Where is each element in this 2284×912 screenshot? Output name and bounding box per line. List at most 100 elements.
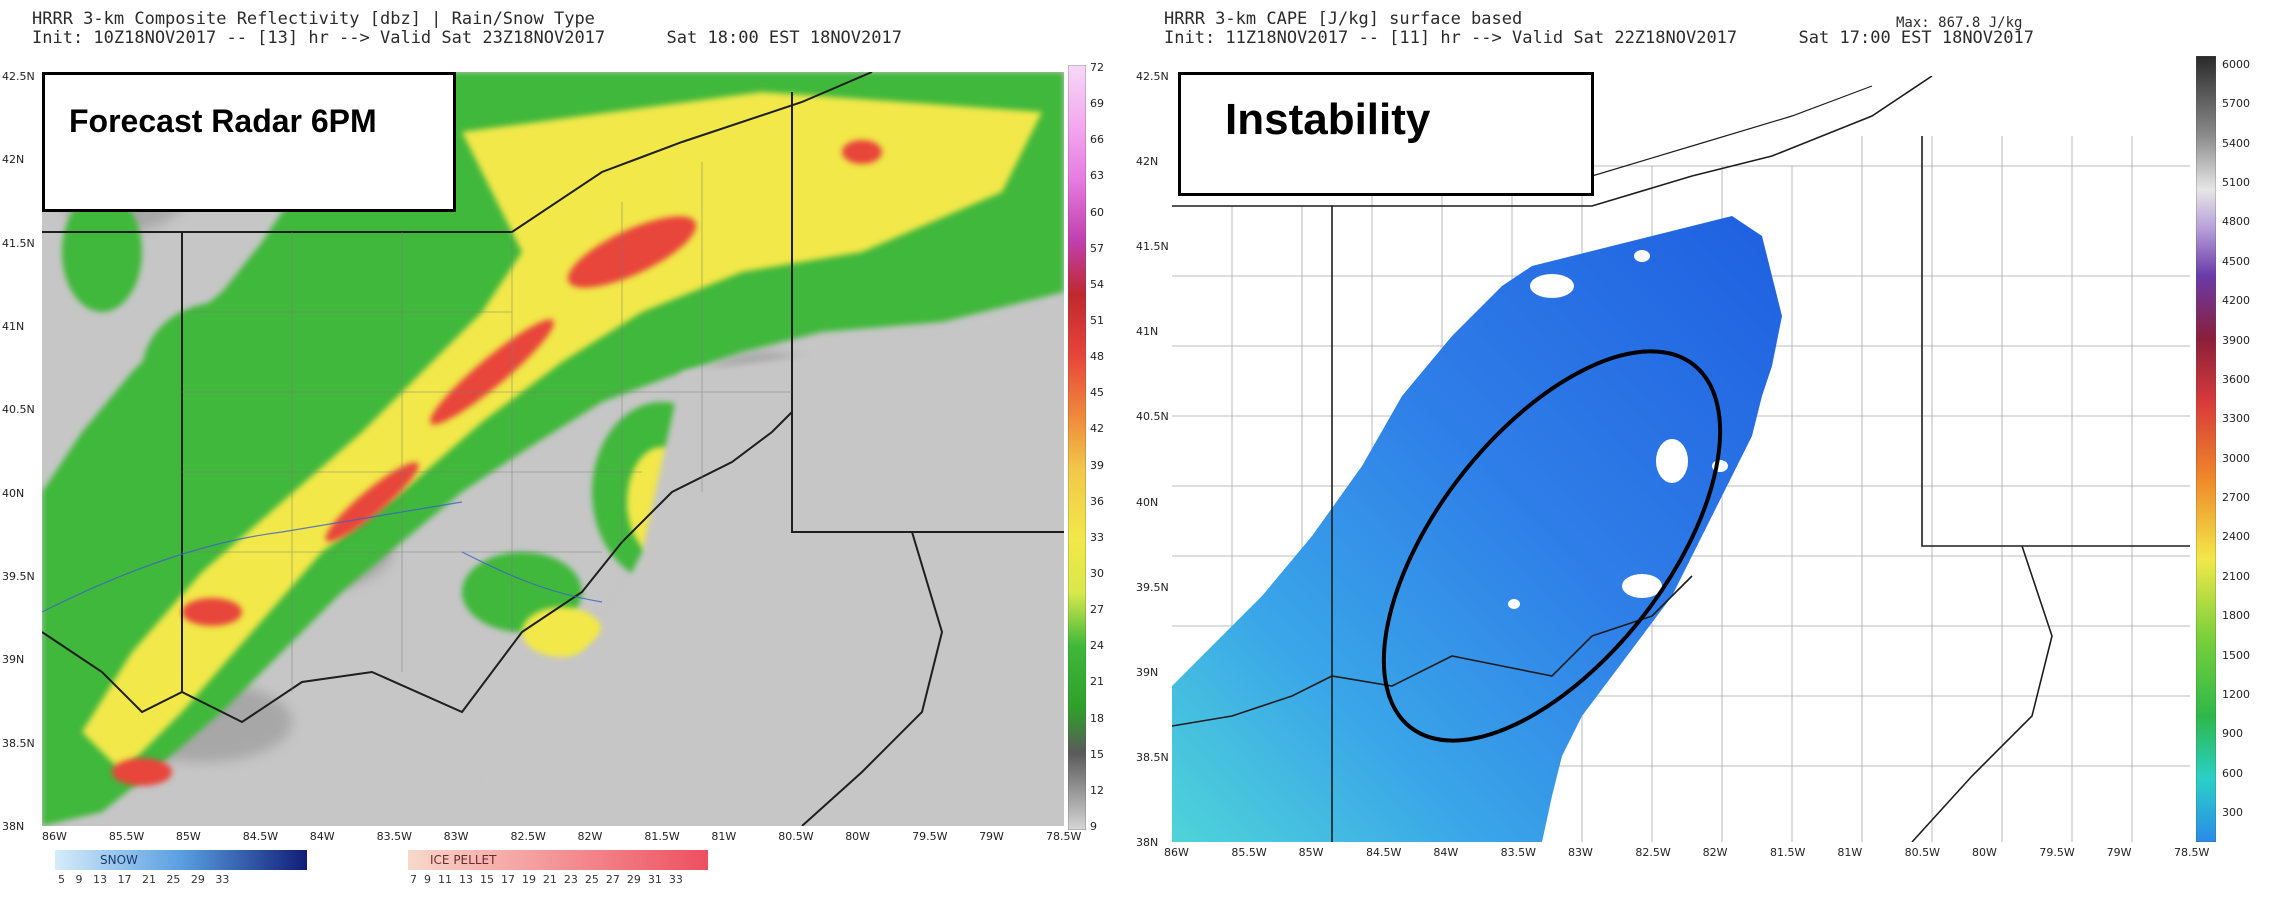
- right-lon-label-12: 80W: [1972, 846, 1997, 859]
- left-lat-label-3: 41N: [2, 320, 25, 333]
- left-title-line1: HRRR 3-km Composite Reflectivity [dbz] |…: [32, 9, 595, 29]
- left-colorbar-label-14: 30: [1090, 567, 1104, 580]
- left-colorbar-label-4: 60: [1090, 205, 1104, 219]
- left-colorbar-label-11: 39: [1090, 458, 1104, 472]
- right-colorbar-label-7: 3900: [2222, 333, 2250, 347]
- left-lon-label-14: 79W: [979, 830, 1004, 843]
- right-colorbar-label-6: 4200: [2222, 294, 2250, 308]
- right-lat-label-6: 39.5N: [1136, 580, 1169, 594]
- left-colorbar-label-16: 24: [1090, 639, 1104, 653]
- left-colorbar-label-9: 45: [1090, 386, 1104, 400]
- left-radar-map: [42, 72, 1064, 826]
- right-colorbar-label-1: 5700: [2222, 97, 2250, 111]
- left-lat-label-0: 42.5N: [2, 70, 35, 83]
- instability-ellipse: [1381, 349, 1723, 743]
- left-colorbar-label-15: 27: [1090, 603, 1104, 617]
- left-lon-label-5: 83.5W: [376, 830, 413, 843]
- left-colorbar-label-19: 15: [1090, 747, 1104, 761]
- right-lat-label-7: 39N: [1136, 665, 1159, 679]
- left-title-line2: Init: 10Z18NOV2017 -- [13] hr --> Valid …: [32, 28, 902, 48]
- left-lon-label-9: 81.5W: [644, 830, 680, 843]
- left-colorbar-label-1: 69: [1090, 97, 1104, 111]
- left-lon-label-2: 85W: [175, 830, 201, 843]
- snow-legend-bar: [55, 850, 307, 870]
- left-colorbar-label-3: 63: [1090, 169, 1104, 183]
- right-colorbar-label-18: 600: [2222, 766, 2243, 780]
- left-lon-label-0: 86W: [42, 830, 67, 843]
- left-colorbar-label-20: 12: [1090, 783, 1104, 797]
- left-annotation-box: Forecast Radar 6PM: [42, 72, 456, 212]
- left-lon-label-7: 82.5W: [510, 830, 546, 843]
- right-lon-label-14: 79W: [2106, 846, 2132, 859]
- rivers: [42, 501, 603, 613]
- right-lon-label-7: 82.5W: [1635, 846, 1671, 859]
- left-colorbar-label-17: 21: [1090, 675, 1104, 689]
- right-lon-label-9: 81.5W: [1770, 846, 1806, 859]
- right-colorbar-label-16: 1200: [2222, 687, 2250, 701]
- left-lat-label-1: 42N: [2, 153, 25, 167]
- left-lon-label-12: 80W: [845, 830, 871, 843]
- left-colorbar-label-10: 42: [1090, 422, 1104, 436]
- left-lat-label-5: 40N: [2, 486, 25, 500]
- right-colorbar-label-10: 3000: [2222, 451, 2250, 465]
- right-colorbar-label-4: 4800: [2222, 215, 2250, 229]
- right-lon-label-6: 83W: [1568, 846, 1593, 859]
- right-max-label: Max: 867.8 J/kg: [1896, 15, 2023, 31]
- left-colorbar-label-21: 9: [1090, 820, 1097, 833]
- right-title-line2: Init: 11Z18NOV2017 -- [11] hr --> Valid …: [1164, 28, 2034, 48]
- right-lon-label-15: 78.5W: [2174, 846, 2210, 859]
- cape-lake-erie: [1591, 85, 1873, 177]
- right-lon-label-1: 85.5W: [1231, 846, 1267, 859]
- right-title-line1: HRRR 3-km CAPE [J/kg] surface based: [1164, 9, 1523, 29]
- right-lat-label-2: 41.5N: [1136, 240, 1169, 254]
- left-lon-label-13: 79.5W: [912, 830, 948, 843]
- right-colorbar-label-14: 1800: [2222, 609, 2250, 623]
- left-colorbar-label-13: 33: [1090, 530, 1104, 544]
- right-colorbar-label-15: 1500: [2222, 648, 2250, 662]
- right-annotation-box: Instability: [1178, 72, 1594, 196]
- ice-legend-bar: [408, 850, 708, 870]
- left-colorbar-label-8: 48: [1090, 350, 1104, 364]
- left-lon-label-8: 82W: [577, 830, 603, 843]
- radar-clear-southeast: [462, 322, 1064, 826]
- right-annotation-text: Instability: [1225, 95, 1431, 144]
- right-colorbar-label-17: 900: [2222, 727, 2243, 741]
- right-lon-label-4: 84W: [1433, 846, 1459, 859]
- right-colorbar-label-3: 5100: [2222, 176, 2250, 190]
- ice-legend-values: 7 9 11 13 15 17 19 21 23 25 27 29 31 33: [410, 873, 683, 886]
- left-colorbar-label-6: 54: [1090, 277, 1104, 291]
- right-lon-label-0: 86W: [1164, 846, 1189, 859]
- left-lon-label-1: 85.5W: [108, 830, 145, 843]
- right-lat-label-4: 40.5N: [1136, 410, 1169, 424]
- left-lat-label-6: 39.5N: [2, 570, 35, 583]
- cape-shaded-area: [1172, 216, 1782, 842]
- left-colorbar-label-18: 18: [1090, 711, 1104, 725]
- left-lon-label-6: 83W: [443, 830, 469, 843]
- right-lon-label-3: 84.5W: [1366, 846, 1402, 859]
- right-lon-label-8: 82W: [1702, 846, 1728, 859]
- right-lon-label-11: 80.5W: [1904, 846, 1941, 859]
- snow-legend-values: 5 9 13 17 21 25 29 33: [58, 873, 230, 886]
- right-colorbar: [2196, 56, 2216, 842]
- left-lon-label-11: 80.5W: [778, 830, 814, 843]
- county-lines: [182, 162, 792, 692]
- right-lat-label-1: 42N: [1136, 155, 1159, 169]
- left-lat-label-8: 38.5N: [2, 736, 35, 750]
- right-lon-label-5: 83.5W: [1500, 846, 1537, 859]
- cape-state-boundaries: [1172, 76, 2190, 842]
- cape-gaps: [1508, 250, 1728, 609]
- right-lat-label-8: 38.5N: [1136, 750, 1169, 764]
- right-colorbar-ramp: [2196, 56, 2216, 842]
- left-colorbar-label-12: 36: [1090, 494, 1104, 508]
- left-lat-label-9: 38N: [2, 820, 25, 833]
- radar-red-echoes: [112, 140, 882, 786]
- left-colorbar: [1068, 65, 1086, 830]
- left-annotation-text: Forecast Radar 6PM: [69, 103, 377, 139]
- right-cape-map: [1172, 76, 2190, 842]
- left-colorbar-label-5: 57: [1090, 241, 1104, 255]
- left-colorbar-label-0: 72: [1090, 61, 1104, 74]
- left-lon-label-15: 78.5W: [1046, 830, 1082, 843]
- left-lat-label-4: 40.5N: [2, 403, 35, 417]
- snow-legend-title-overlay: SNOW: [100, 853, 138, 867]
- left-lon-label-10: 81W: [711, 830, 737, 843]
